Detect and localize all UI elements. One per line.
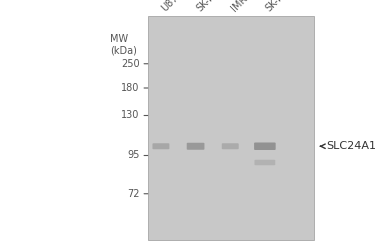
Text: SK-N-SH: SK-N-SH: [194, 0, 229, 14]
Text: 95: 95: [127, 150, 140, 160]
Text: SLC24A1: SLC24A1: [326, 141, 377, 151]
Text: SK-N-AS: SK-N-AS: [264, 0, 298, 14]
Text: U87-MG: U87-MG: [160, 0, 194, 14]
Text: IMR32: IMR32: [229, 0, 258, 14]
Text: MW
(kDa): MW (kDa): [110, 34, 137, 55]
Text: 72: 72: [127, 189, 140, 199]
Text: 180: 180: [121, 83, 140, 93]
Text: 130: 130: [121, 110, 140, 120]
Text: 250: 250: [121, 59, 140, 69]
